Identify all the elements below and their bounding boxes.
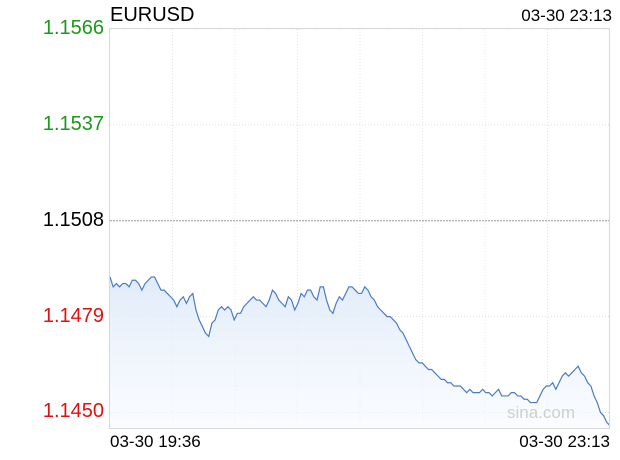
price-line-series — [109, 276, 611, 427]
price-area-fill — [110, 276, 610, 429]
y-tick-label: 1.1508 — [42, 208, 104, 231]
x-tick-start: 03-30 19:36 — [110, 432, 201, 451]
watermark: sina.com — [507, 403, 576, 422]
last-updated-time: 03-30 23:13 — [521, 6, 612, 25]
x-tick-end: 03-30 23:13 — [519, 432, 610, 451]
y-tick-label: 1.1537 — [42, 112, 104, 135]
y-tick-label: 1.1479 — [42, 304, 104, 327]
y-tick-label: 1.1450 — [42, 400, 104, 423]
plot-frame — [109, 28, 610, 429]
y-tick-label: 1.1566 — [42, 17, 104, 39]
symbol-title: EURUSD — [110, 4, 195, 26]
